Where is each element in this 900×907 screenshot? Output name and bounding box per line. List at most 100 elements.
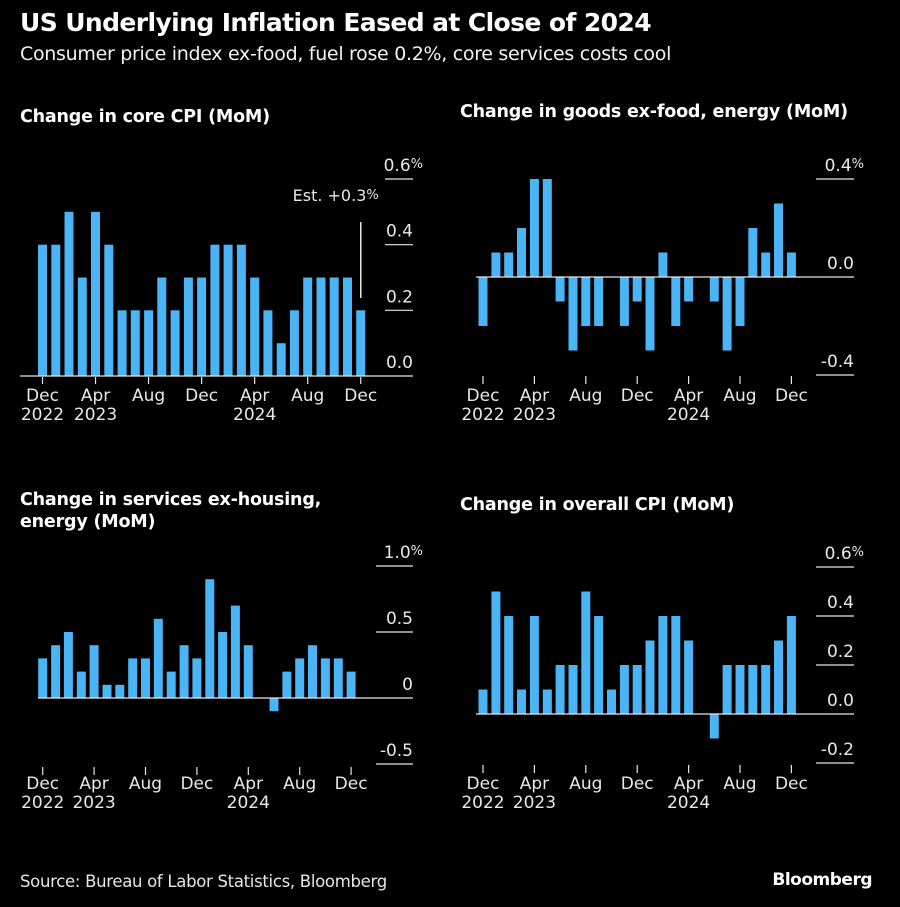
goods-x-tick-month: Dec: [621, 386, 654, 406]
core-x-tick-month: Aug: [132, 386, 165, 406]
services-bar: [51, 645, 61, 698]
overall-bar: [607, 689, 616, 714]
services-x-tick-month: Dec: [26, 774, 59, 794]
goods-bar: [735, 277, 745, 326]
overall-x-tick-month: Aug: [569, 774, 602, 794]
core-bar: [91, 211, 100, 376]
services-y-tick-label: 0.5: [386, 609, 413, 629]
core-y-tick-label: 0.0: [386, 353, 413, 373]
services-bar: [243, 645, 253, 698]
goods-x-tick-year: 2024: [667, 405, 710, 425]
goods-y-tick-label: 0.0: [827, 254, 854, 274]
core-bar: [170, 310, 180, 376]
goods-y-tick-label: -0.4: [821, 352, 854, 372]
goods-bar: [542, 179, 552, 277]
services-x-tick-month: Apr: [79, 774, 108, 794]
services-bar: [282, 671, 292, 698]
goods-x-tick-year: 2022: [461, 405, 504, 425]
overall-bar: [658, 616, 668, 714]
overall-bar: [645, 640, 655, 714]
services-y-tick-label: 0: [402, 675, 413, 695]
core-cpi-chart-title: Change in core CPI (MoM): [20, 107, 270, 127]
overall-y-tick-label: -0.2: [821, 740, 854, 760]
core-bar: [356, 310, 366, 376]
core-x-tick-month: Apr: [81, 386, 110, 406]
core-bar: [303, 277, 313, 376]
overall-bar: [774, 640, 783, 714]
services-bar: [230, 605, 240, 698]
services-bar: [63, 632, 73, 698]
goods-bar: [786, 252, 796, 277]
services-bar: [295, 658, 305, 698]
services-bar: [205, 579, 215, 698]
overall-bar: [709, 714, 719, 739]
core-bar: [250, 277, 260, 376]
overall-y-tick-label: 0.0: [827, 691, 854, 711]
overall-bar: [491, 591, 501, 714]
core-bar: [197, 277, 207, 376]
core-estimate-label: Est. +0.3%: [293, 186, 379, 205]
overall-bar: [684, 640, 694, 714]
core-bar: [51, 244, 61, 376]
overall-bar: [581, 591, 591, 714]
source-note: Source: Bureau of Labor Statistics, Bloo…: [20, 872, 387, 891]
services-bar: [269, 698, 279, 712]
overall-x-tick-month: Dec: [775, 774, 808, 794]
services-bar: [218, 632, 228, 698]
core-bar: [183, 277, 193, 376]
services-bar: [141, 658, 150, 698]
goods-bar: [774, 203, 783, 277]
core-y-tick-label: 0.2: [386, 287, 413, 307]
overall-x-tick-month: Dec: [467, 774, 500, 794]
goods-bar: [658, 252, 668, 277]
core-bar: [223, 244, 233, 376]
core-bar: [276, 343, 286, 376]
services-bar: [89, 645, 99, 698]
services-x-tick-month: Aug: [129, 774, 162, 794]
core-bar: [329, 277, 339, 376]
goods-x-tick-year: 2023: [513, 405, 556, 425]
goods-chart-title: Change in goods ex-food, energy (MoM): [460, 102, 848, 122]
overall-bar: [761, 665, 771, 714]
services-bar: [179, 645, 189, 698]
services-x-tick-month: Dec: [180, 774, 213, 794]
overall-bar: [555, 665, 565, 714]
core-bar: [316, 277, 326, 376]
goods-bar: [619, 277, 629, 326]
core-x-tick-month: Dec: [185, 386, 218, 406]
core-x-tick-year: 2022: [21, 405, 64, 425]
goods-bar: [722, 277, 732, 351]
services-x-tick-year: 2022: [21, 793, 64, 813]
overall-bar: [786, 616, 796, 714]
core-bar: [64, 211, 74, 376]
goods-bar: [684, 277, 694, 302]
core-x-tick-month: Dec: [344, 386, 377, 406]
goods-bar: [529, 179, 539, 277]
overall-x-tick-month: Aug: [723, 774, 756, 794]
goods-x-tick-month: Aug: [569, 386, 602, 406]
goods-bar: [581, 277, 591, 326]
services-x-tick-year: 2023: [72, 793, 115, 813]
services-bar: [128, 658, 138, 698]
services-bar: [308, 645, 317, 698]
core-x-tick-month: Apr: [240, 386, 269, 406]
services-y-unit: %: [411, 544, 423, 559]
services-y-tick-label: 1.0%: [384, 543, 423, 563]
core-bar: [104, 244, 114, 376]
overall-x-tick-month: Apr: [674, 774, 703, 794]
services-bar: [333, 658, 343, 698]
goods-x-tick-month: Apr: [674, 386, 703, 406]
core-x-tick-month: Dec: [26, 386, 59, 406]
core-x-tick-year: 2023: [74, 405, 117, 425]
overall-bar: [478, 689, 488, 714]
overall-bar: [748, 665, 758, 714]
services-bar: [320, 658, 330, 698]
overall-bar: [619, 665, 629, 714]
core-bar: [130, 310, 140, 376]
services-bar: [166, 671, 176, 698]
overall-bar: [568, 665, 578, 714]
goods-y-tick-label: 0.4%: [825, 156, 864, 176]
core-bar: [117, 310, 127, 376]
core-y-unit: %: [411, 157, 423, 172]
